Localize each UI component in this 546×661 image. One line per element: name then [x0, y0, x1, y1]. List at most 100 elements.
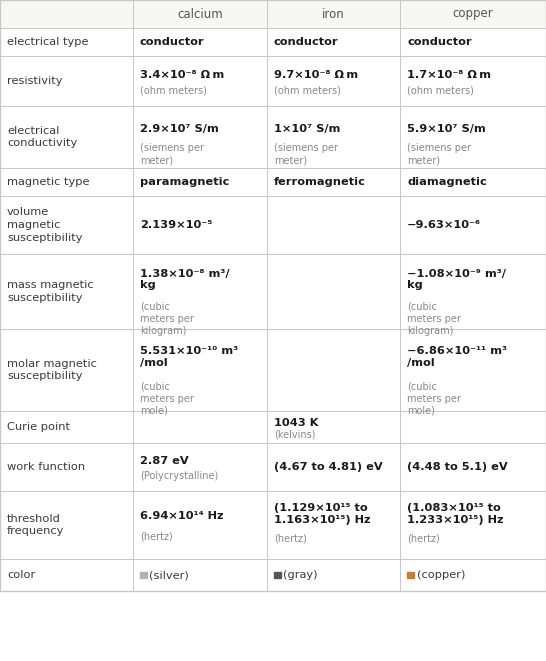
Text: magnetic type: magnetic type [7, 177, 90, 187]
Bar [267, 106, 400, 168]
Bar [274, 572, 281, 578]
Bar [133, 491, 267, 559]
Text: −1.08×10⁻⁹ m³/
kg: −1.08×10⁻⁹ m³/ kg [407, 268, 506, 290]
Text: 1.7×10⁻⁸ Ω m: 1.7×10⁻⁸ Ω m [407, 69, 491, 79]
Bar [267, 56, 400, 106]
Text: −6.86×10⁻¹¹ m³
/mol: −6.86×10⁻¹¹ m³ /mol [407, 346, 507, 368]
Text: (cubic
meters per
mole): (cubic meters per mole) [407, 381, 461, 416]
Text: (siemens per
meter): (siemens per meter) [140, 143, 204, 165]
Text: copper: copper [453, 7, 494, 20]
Text: diamagnetic: diamagnetic [407, 177, 486, 187]
Bar [267, 28, 400, 56]
Bar [133, 28, 267, 56]
Text: resistivity: resistivity [7, 76, 62, 86]
Bar [267, 168, 400, 196]
Text: 2.9×10⁷ S/m: 2.9×10⁷ S/m [140, 124, 219, 134]
Bar [133, 329, 267, 411]
Text: (cubic
meters per
kilogram): (cubic meters per kilogram) [140, 301, 194, 336]
Bar [133, 106, 267, 168]
Text: (cubic
meters per
kilogram): (cubic meters per kilogram) [407, 301, 461, 336]
Text: conductor: conductor [407, 37, 472, 47]
Bar [133, 0, 267, 28]
Bar [407, 572, 413, 578]
Text: −9.63×10⁻⁶: −9.63×10⁻⁶ [407, 220, 481, 230]
Bar [133, 56, 267, 106]
Bar [0, 411, 133, 443]
Text: (ohm meters): (ohm meters) [140, 85, 207, 95]
Text: (hertz): (hertz) [274, 534, 307, 544]
Text: (hertz): (hertz) [140, 532, 173, 542]
Bar [400, 559, 546, 591]
Text: (1.129×10¹⁵ to
1.163×10¹⁵) Hz: (1.129×10¹⁵ to 1.163×10¹⁵) Hz [274, 503, 371, 525]
Bar [133, 443, 267, 491]
Bar [133, 196, 267, 254]
Bar [0, 254, 133, 329]
Text: (4.48 to 5.1) eV: (4.48 to 5.1) eV [407, 462, 508, 472]
Text: conductor: conductor [140, 37, 205, 47]
Text: 1×10⁷ S/m: 1×10⁷ S/m [274, 124, 340, 134]
Bar [0, 196, 133, 254]
Text: 6.94×10¹⁴ Hz: 6.94×10¹⁴ Hz [140, 511, 223, 521]
Bar [267, 0, 400, 28]
Bar [400, 329, 546, 411]
Text: work function: work function [7, 462, 85, 472]
Text: (copper): (copper) [417, 570, 465, 580]
Text: (siemens per
meter): (siemens per meter) [274, 143, 338, 165]
Bar [267, 196, 400, 254]
Bar [0, 0, 546, 591]
Text: conductor: conductor [274, 37, 339, 47]
Text: 3.4×10⁻⁸ Ω m: 3.4×10⁻⁸ Ω m [140, 69, 224, 79]
Text: calcium: calcium [177, 7, 223, 20]
Bar [140, 572, 146, 578]
Bar [0, 106, 133, 168]
Text: (ohm meters): (ohm meters) [274, 85, 341, 95]
Text: Curie point: Curie point [7, 422, 70, 432]
Text: (silver): (silver) [150, 570, 189, 580]
Bar [400, 411, 546, 443]
Bar [400, 0, 546, 28]
Text: (gray): (gray) [283, 570, 318, 580]
Text: (Polycrystalline): (Polycrystalline) [140, 471, 218, 481]
Text: (siemens per
meter): (siemens per meter) [407, 143, 471, 165]
Bar [133, 411, 267, 443]
Text: volume
magnetic
susceptibility: volume magnetic susceptibility [7, 207, 82, 243]
Bar [267, 411, 400, 443]
Bar [400, 28, 546, 56]
Text: 5.531×10⁻¹⁰ m³
/mol: 5.531×10⁻¹⁰ m³ /mol [140, 346, 238, 368]
Bar [400, 196, 546, 254]
Text: 1.38×10⁻⁸ m³/
kg: 1.38×10⁻⁸ m³/ kg [140, 268, 229, 290]
Bar [0, 28, 133, 56]
Bar [0, 559, 133, 591]
Bar [400, 106, 546, 168]
Text: (hertz): (hertz) [407, 534, 440, 544]
Bar [133, 168, 267, 196]
Text: mass magnetic
susceptibility: mass magnetic susceptibility [7, 280, 93, 303]
Bar [133, 254, 267, 329]
Bar [0, 329, 133, 411]
Text: paramagnetic: paramagnetic [140, 177, 229, 187]
Bar [267, 491, 400, 559]
Bar [0, 491, 133, 559]
Text: iron: iron [322, 7, 345, 20]
Text: 2.87 eV: 2.87 eV [140, 456, 188, 466]
Text: (1.083×10¹⁵ to
1.233×10¹⁵) Hz: (1.083×10¹⁵ to 1.233×10¹⁵) Hz [407, 503, 503, 525]
Text: molar magnetic
susceptibility: molar magnetic susceptibility [7, 359, 97, 381]
Bar [0, 168, 133, 196]
Bar [0, 56, 133, 106]
Bar [133, 559, 267, 591]
Bar [267, 254, 400, 329]
Bar [267, 329, 400, 411]
Bar [400, 56, 546, 106]
Text: electrical type: electrical type [7, 37, 88, 47]
Text: 2.139×10⁻⁵: 2.139×10⁻⁵ [140, 220, 212, 230]
Bar [400, 254, 546, 329]
Bar [0, 443, 133, 491]
Bar [400, 168, 546, 196]
Bar [0, 0, 133, 28]
Bar [267, 559, 400, 591]
Bar [400, 491, 546, 559]
Text: ferromagnetic: ferromagnetic [274, 177, 366, 187]
Text: 5.9×10⁷ S/m: 5.9×10⁷ S/m [407, 124, 486, 134]
Text: 9.7×10⁻⁸ Ω m: 9.7×10⁻⁸ Ω m [274, 69, 358, 79]
Text: electrical
conductivity: electrical conductivity [7, 126, 77, 149]
